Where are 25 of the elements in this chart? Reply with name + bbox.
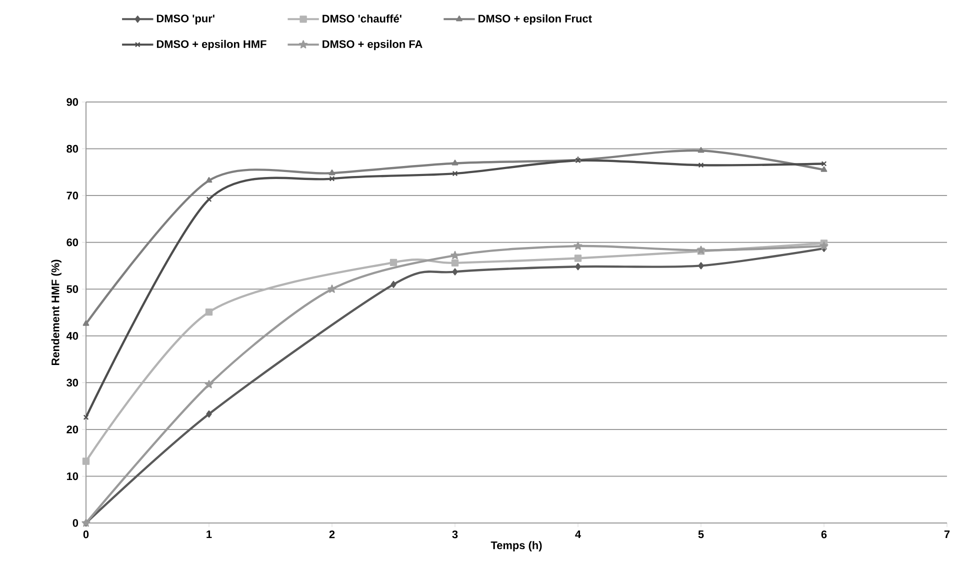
y-tick-label: 10	[66, 472, 78, 480]
y-tick-label: 50	[66, 285, 78, 293]
y-axis-title: Rendement HMF (%)	[51, 260, 62, 366]
x-tick-label: 6	[821, 530, 827, 538]
x-tick-label: 1	[206, 530, 212, 538]
legend-label: DMSO + epsilon FA	[322, 40, 422, 50]
legend-label: DMSO + epsilon Fruct	[478, 14, 592, 25]
x-tick-label: 4	[575, 530, 581, 538]
x-tick-label: 5	[698, 530, 704, 538]
y-tick-label: 30	[66, 378, 78, 387]
y-tick-label: 90	[66, 98, 78, 106]
x-tick-label: 0	[83, 530, 89, 538]
y-tick-label: 80	[66, 144, 78, 153]
x-tick-label: 2	[329, 530, 335, 538]
legend-label: DMSO 'chauffé'	[322, 14, 402, 23]
x-tick-label: 7	[944, 530, 950, 538]
x-tick-label: 3	[452, 530, 458, 538]
y-tick-label: 40	[66, 332, 78, 340]
legend-label: DMSO + epsilon HMF	[156, 40, 266, 50]
y-tick-label: 0	[72, 519, 78, 527]
y-tick-label: 60	[66, 238, 78, 246]
x-axis-title: Temps (h)	[490, 541, 542, 552]
y-tick-label: 70	[66, 192, 78, 200]
y-tick-label: 20	[66, 426, 78, 434]
legend-label: DMSO 'pur'	[156, 14, 214, 25]
